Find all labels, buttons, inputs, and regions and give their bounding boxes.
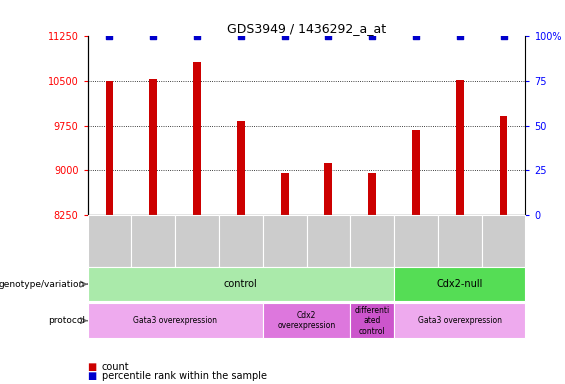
Point: [324, 33, 333, 40]
Text: Gata3 overexpression: Gata3 overexpression: [133, 316, 217, 325]
Bar: [193, 62, 201, 384]
Bar: [368, 173, 376, 384]
Text: Cdx2-null: Cdx2-null: [437, 279, 483, 289]
Point: [499, 33, 508, 40]
Text: Gata3 overexpression: Gata3 overexpression: [418, 316, 502, 325]
Bar: [324, 163, 332, 384]
Text: genotype/variation: genotype/variation: [0, 280, 85, 289]
Bar: [281, 173, 289, 384]
Point: [368, 33, 377, 40]
Text: Cdx2
overexpression: Cdx2 overexpression: [277, 311, 336, 330]
Text: control: control: [224, 279, 258, 289]
Title: GDS3949 / 1436292_a_at: GDS3949 / 1436292_a_at: [227, 22, 386, 35]
Bar: [456, 80, 464, 384]
Bar: [499, 116, 507, 384]
Text: percentile rank within the sample: percentile rank within the sample: [102, 371, 267, 381]
Text: protocol: protocol: [48, 316, 85, 325]
Text: ■: ■: [88, 371, 97, 381]
Text: count: count: [102, 362, 129, 372]
Point: [236, 33, 245, 40]
Point: [455, 33, 464, 40]
Point: [105, 33, 114, 40]
Point: [193, 33, 202, 40]
Point: [280, 33, 289, 40]
Bar: [149, 79, 157, 384]
Bar: [237, 121, 245, 384]
Point: [411, 33, 420, 40]
Bar: [412, 130, 420, 384]
Text: differenti
ated
control: differenti ated control: [355, 306, 390, 336]
Point: [149, 33, 158, 40]
Text: ■: ■: [88, 362, 97, 372]
Bar: [106, 81, 114, 384]
